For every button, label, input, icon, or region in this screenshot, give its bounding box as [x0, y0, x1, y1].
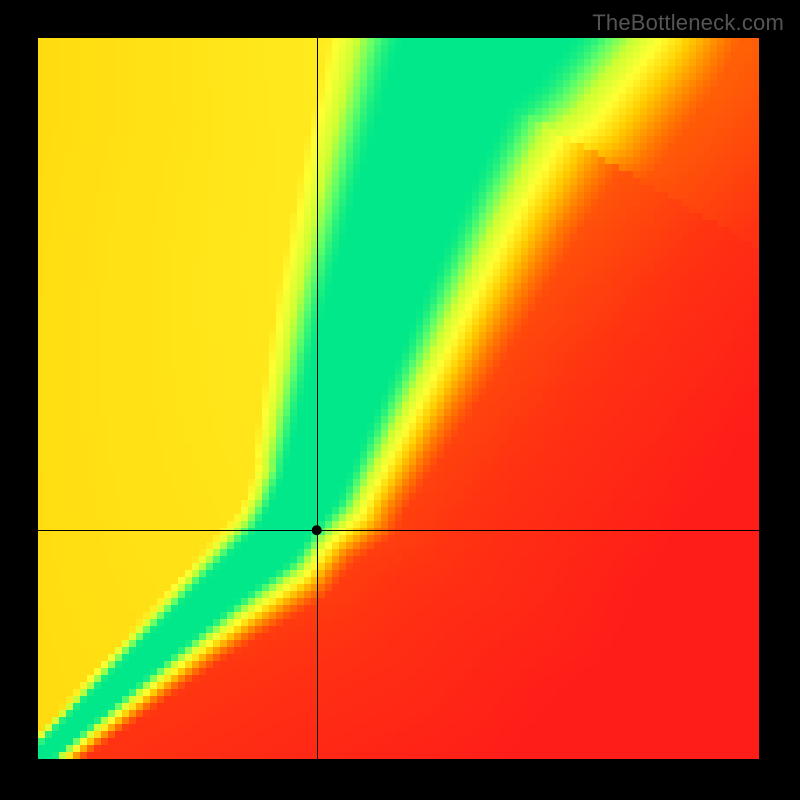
bottleneck-heatmap	[0, 0, 800, 800]
watermark-text: TheBottleneck.com	[592, 10, 784, 36]
